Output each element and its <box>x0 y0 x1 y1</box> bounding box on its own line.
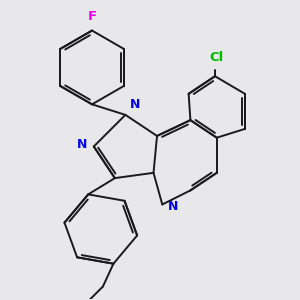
Text: N: N <box>168 200 178 213</box>
Text: Cl: Cl <box>210 51 224 64</box>
Text: N: N <box>76 138 87 151</box>
Text: N: N <box>130 98 140 111</box>
Text: F: F <box>88 10 97 23</box>
